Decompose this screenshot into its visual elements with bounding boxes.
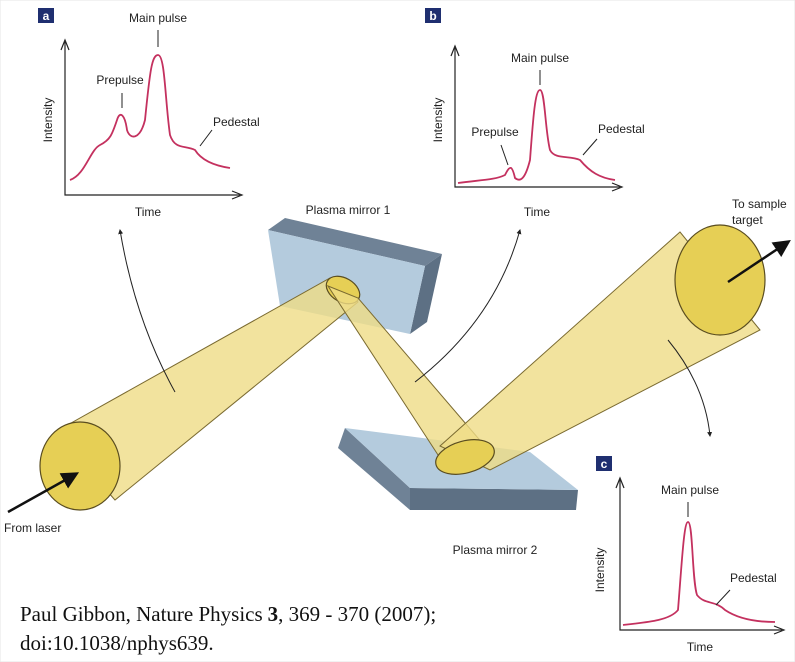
- panel-tag: [38, 8, 54, 23]
- beam-entry: [39, 421, 121, 511]
- curved-arrow: [667, 339, 713, 437]
- pedestal-label: Pedestal: [213, 115, 260, 129]
- panel-c: c Main pulse Pedestal Intensity Time: [593, 456, 786, 654]
- y-axis-label: Intensity: [593, 548, 607, 593]
- citation-author: Paul Gibbon, Nature Physics: [20, 602, 263, 626]
- citation-line: Paul Gibbon, Nature Physics 3, 369 - 370 …: [20, 602, 436, 626]
- axes: [454, 48, 620, 188]
- mirror-side: [410, 254, 442, 334]
- panel-label: b: [429, 9, 436, 23]
- main-pulse-label: Main pulse: [661, 483, 719, 497]
- prepulse-label: Prepulse: [96, 73, 144, 87]
- pulse-curve: [69, 54, 231, 181]
- leader: [715, 589, 731, 606]
- leader: [582, 138, 598, 156]
- panel-label: a: [43, 9, 50, 23]
- citation-doi: doi:10.1038/nphys639.: [20, 631, 214, 655]
- pulse-curve: [622, 521, 776, 626]
- x-axis-label: Time: [524, 205, 551, 219]
- mirror-front: [410, 488, 578, 510]
- pedestal-label: Pedestal: [730, 571, 777, 585]
- curved-arrow: [414, 229, 522, 383]
- output-label: To sample: [732, 197, 787, 211]
- mirror-2-label: Plasma mirror 2: [453, 543, 538, 557]
- mirror-edge: [268, 218, 442, 266]
- citation-pages: , 369 - 370 (2007);: [278, 602, 436, 626]
- y-axis-label: Intensity: [431, 98, 445, 143]
- input-arrow: [7, 472, 80, 514]
- leader: [500, 144, 509, 166]
- mirror-side: [338, 428, 410, 510]
- panel-a: a Main pulse Prepulse Pedestal Intensity…: [38, 8, 260, 219]
- input-label: From laser: [4, 521, 61, 535]
- pedestal-label: Pedestal: [598, 122, 645, 136]
- prepulse-label: Prepulse: [471, 125, 519, 139]
- main-pulse-label: Main pulse: [129, 11, 187, 25]
- axis-arrows: [60, 38, 244, 200]
- x-axis-label: Time: [687, 640, 714, 654]
- mirror-2-spot: [435, 439, 495, 475]
- mirror-1-label: Plasma mirror 1: [306, 203, 391, 217]
- pulse-curve: [457, 89, 616, 184]
- axis-arrows: [450, 44, 624, 192]
- output-label: target: [732, 213, 763, 227]
- panel-b: b Main pulse Prepulse Pedestal Intensity…: [425, 8, 645, 219]
- citation-volume: 3: [268, 602, 279, 626]
- curved-arrow: [118, 229, 176, 393]
- main-pulse-label: Main pulse: [511, 51, 569, 65]
- panel-label: c: [601, 457, 608, 471]
- axes: [619, 480, 782, 631]
- axis-arrows: [615, 476, 786, 635]
- panel-tag: [425, 8, 441, 23]
- output-arrow: [727, 240, 791, 284]
- axes: [64, 42, 240, 196]
- panel-tag: [596, 456, 612, 471]
- leader: [199, 129, 213, 147]
- x-axis-label: Time: [135, 205, 162, 219]
- y-axis-label: Intensity: [41, 98, 55, 143]
- beam-exit: [674, 224, 766, 336]
